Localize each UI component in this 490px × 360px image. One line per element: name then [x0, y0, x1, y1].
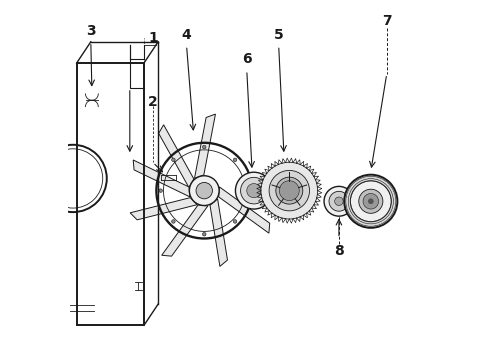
Text: 6: 6: [242, 53, 251, 67]
Circle shape: [196, 183, 213, 199]
Circle shape: [363, 193, 379, 209]
Circle shape: [324, 186, 354, 216]
Polygon shape: [159, 125, 194, 188]
Circle shape: [202, 233, 206, 236]
Circle shape: [261, 162, 318, 219]
Text: 8: 8: [334, 244, 344, 258]
Circle shape: [241, 177, 267, 204]
Circle shape: [329, 192, 349, 211]
Circle shape: [248, 189, 252, 192]
Text: 4: 4: [182, 28, 192, 42]
Circle shape: [368, 198, 374, 204]
Circle shape: [344, 175, 397, 228]
Circle shape: [172, 158, 175, 162]
Circle shape: [359, 189, 383, 213]
Text: 7: 7: [382, 14, 392, 27]
Polygon shape: [130, 198, 197, 220]
Circle shape: [233, 158, 237, 162]
Circle shape: [202, 145, 206, 149]
Polygon shape: [133, 160, 190, 197]
Text: 1: 1: [148, 31, 158, 45]
Text: 5: 5: [274, 28, 284, 42]
Circle shape: [335, 197, 343, 206]
Circle shape: [246, 189, 249, 192]
Polygon shape: [219, 187, 270, 233]
Circle shape: [256, 189, 259, 192]
Circle shape: [159, 189, 162, 192]
Circle shape: [276, 177, 303, 204]
Text: 3: 3: [86, 24, 96, 38]
Circle shape: [269, 170, 310, 211]
Circle shape: [189, 176, 219, 206]
Circle shape: [252, 185, 256, 189]
Circle shape: [247, 184, 261, 198]
Circle shape: [279, 181, 299, 201]
Circle shape: [172, 220, 175, 223]
Polygon shape: [210, 199, 227, 266]
Circle shape: [350, 181, 392, 222]
Circle shape: [252, 192, 256, 196]
Circle shape: [233, 220, 237, 223]
Polygon shape: [162, 205, 208, 256]
Circle shape: [235, 172, 272, 209]
Text: 2: 2: [148, 95, 158, 109]
Polygon shape: [195, 114, 216, 178]
